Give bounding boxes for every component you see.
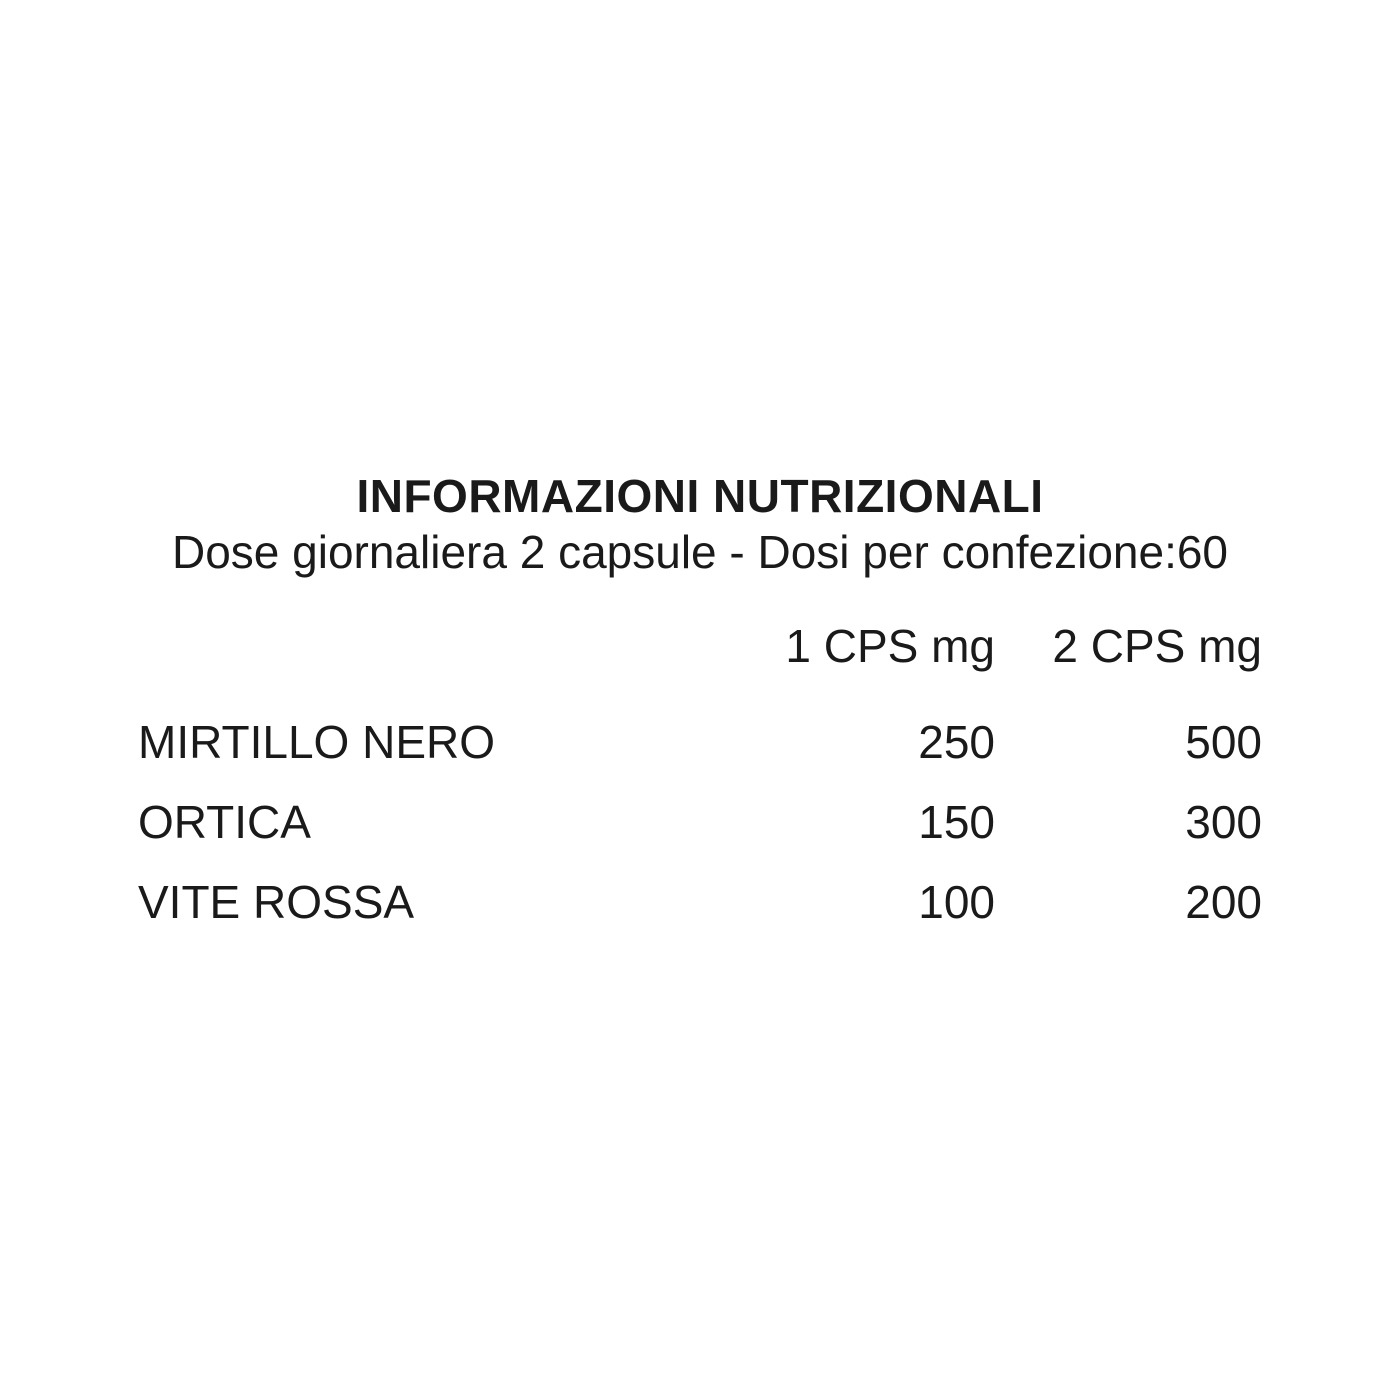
nutrition-table: INFORMAZIONI NUTRIZIONALI Dose giornalie… xyxy=(138,470,1262,930)
ingredient-name: MIRTILLO NERO xyxy=(138,716,495,768)
table-row: VITE ROSSA 100 200 xyxy=(138,874,1262,930)
table-header-row: 1 CPS mg 2 CPS mg xyxy=(138,618,1262,674)
value-1cps: 100 xyxy=(918,876,995,928)
ingredient-name: ORTICA xyxy=(138,796,311,848)
column-header-2cps: 2 CPS mg xyxy=(1052,620,1262,672)
table-row: ORTICA 150 300 xyxy=(138,794,1262,850)
column-header-1cps: 1 CPS mg xyxy=(785,620,995,672)
value-2cps: 500 xyxy=(1185,716,1262,768)
table-subtitle: Dose giornaliera 2 capsule - Dosi per co… xyxy=(171,526,1229,578)
value-1cps: 150 xyxy=(918,796,995,848)
value-2cps: 300 xyxy=(1185,796,1262,848)
ingredient-name: VITE ROSSA xyxy=(138,876,415,928)
value-2cps: 200 xyxy=(1185,876,1262,928)
table-title: INFORMAZIONI NUTRIZIONALI xyxy=(356,470,1044,522)
value-1cps: 250 xyxy=(918,716,995,768)
table-row: MIRTILLO NERO 250 500 xyxy=(138,714,1262,770)
